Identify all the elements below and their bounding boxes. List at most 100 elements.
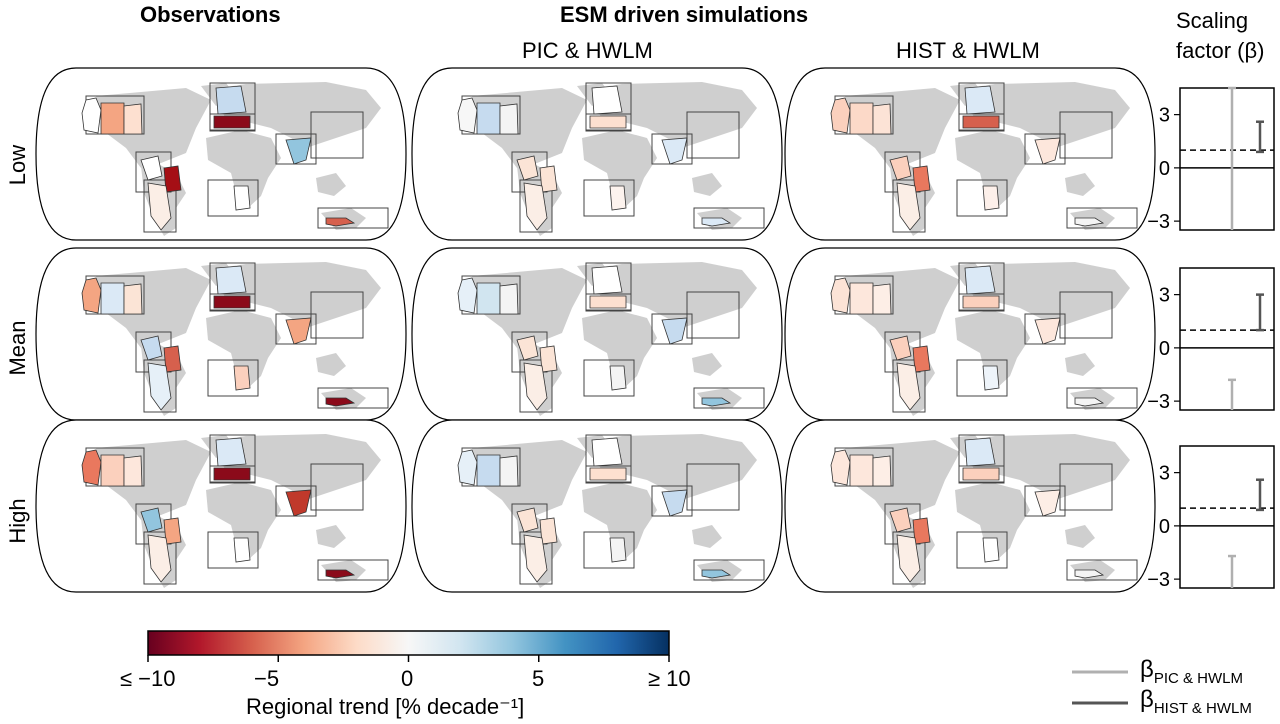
legend-pic-sub: PIC & HWLM xyxy=(1153,669,1243,687)
region-box-7 xyxy=(207,359,259,397)
region-wNA xyxy=(81,277,102,314)
region-SAM xyxy=(896,534,921,583)
region-box-4 xyxy=(310,291,364,339)
region-box-6 xyxy=(519,359,553,413)
region-box-2 xyxy=(958,293,1005,311)
y-tick-label: −3 xyxy=(1147,211,1170,233)
region-NSA xyxy=(140,155,163,181)
region-box-1 xyxy=(958,82,1005,132)
region-MED xyxy=(213,295,251,309)
header-esm: ESM driven simulations xyxy=(560,2,809,27)
map-panel-high-0 xyxy=(35,419,407,593)
y-tick-label: 0 xyxy=(1159,158,1170,180)
region-cNA xyxy=(476,282,501,315)
region-box-7 xyxy=(956,531,1008,569)
region-box-3 xyxy=(651,485,693,517)
region-MED xyxy=(589,467,627,481)
region-wNA xyxy=(81,449,102,486)
region-box-1 xyxy=(958,434,1005,484)
region-wNA xyxy=(457,97,478,134)
region-box-8 xyxy=(317,207,389,229)
region-box-1 xyxy=(209,82,256,132)
region-box-3 xyxy=(1024,485,1066,517)
land-3 xyxy=(955,82,1130,148)
region-MED xyxy=(589,295,627,309)
legend-hist-sub: HIST & HWLM xyxy=(1153,699,1252,717)
region-wNA xyxy=(457,277,478,314)
region-MED xyxy=(962,295,1000,309)
region-WAF xyxy=(661,137,688,165)
region-cNA xyxy=(849,454,874,487)
land-4 xyxy=(955,130,1030,208)
land-3 xyxy=(955,434,1130,500)
region-box-6 xyxy=(892,531,926,585)
land-5 xyxy=(316,525,346,548)
region-box-7 xyxy=(956,179,1008,217)
land-3 xyxy=(206,434,381,500)
region-MED xyxy=(213,467,251,481)
region-cNA xyxy=(476,102,501,135)
region-SAM xyxy=(523,182,548,231)
region-box-8 xyxy=(317,387,389,409)
region-AUS xyxy=(1074,397,1105,407)
region-box-6 xyxy=(519,531,553,585)
map-panel-high-2 xyxy=(784,419,1156,593)
region-eNA xyxy=(872,103,892,135)
region-box-3 xyxy=(651,133,693,165)
land-5 xyxy=(316,173,346,196)
land-4 xyxy=(955,310,1030,388)
region-NEU xyxy=(591,265,623,295)
scaling-frame xyxy=(1179,445,1275,589)
scaling-panel-high: 3 0 −3 xyxy=(1147,445,1275,591)
region-box-4 xyxy=(1059,291,1113,339)
land-3 xyxy=(206,262,381,328)
region-NEU xyxy=(215,437,247,467)
region-NEU xyxy=(215,85,247,115)
region-cNA xyxy=(849,282,874,315)
region-wNA xyxy=(830,449,851,486)
map-panel-mean-2 xyxy=(784,247,1156,421)
region-box-3 xyxy=(651,313,693,345)
region-box-8 xyxy=(693,387,765,409)
land-4 xyxy=(582,482,657,560)
region-box-2 xyxy=(585,113,632,131)
colorbar-label: Regional trend [% decade⁻¹] xyxy=(246,694,525,719)
region-box-7 xyxy=(583,531,635,569)
region-cNA xyxy=(100,282,125,315)
region-eNA xyxy=(872,455,892,487)
region-box-4 xyxy=(1059,463,1113,511)
region-SAF xyxy=(233,185,251,211)
colorbar-tick-0: ≤ −10 xyxy=(120,666,176,691)
map-panel-mean-0 xyxy=(35,247,407,421)
land-4 xyxy=(582,310,657,388)
region-box-2 xyxy=(958,113,1005,131)
region-SAM xyxy=(147,182,172,231)
region-NSA xyxy=(140,507,163,533)
region-SSA xyxy=(912,345,931,373)
region-WAF xyxy=(1034,489,1061,517)
region-box-2 xyxy=(209,113,256,131)
land-4 xyxy=(206,130,281,208)
land-5 xyxy=(316,353,346,376)
region-box-8 xyxy=(317,559,389,581)
scaling-panel-low: 3 0 −3 xyxy=(1147,86,1275,233)
region-box-6 xyxy=(892,179,926,233)
region-AUS xyxy=(701,569,732,579)
region-SSA xyxy=(539,345,558,373)
region-box-6 xyxy=(519,179,553,233)
region-box-7 xyxy=(207,179,259,217)
region-box-1 xyxy=(958,262,1005,312)
land-4 xyxy=(206,310,281,388)
region-box-2 xyxy=(585,293,632,311)
region-box-7 xyxy=(583,359,635,397)
region-SAF xyxy=(233,365,251,391)
region-MED xyxy=(213,115,251,129)
region-SAF xyxy=(233,537,251,563)
region-box-2 xyxy=(209,465,256,483)
region-SAM xyxy=(896,182,921,231)
region-NEU xyxy=(591,85,623,115)
region-SAM xyxy=(896,362,921,411)
region-box-8 xyxy=(1066,387,1138,409)
region-SAF xyxy=(609,537,627,563)
region-SAF xyxy=(982,537,1000,563)
